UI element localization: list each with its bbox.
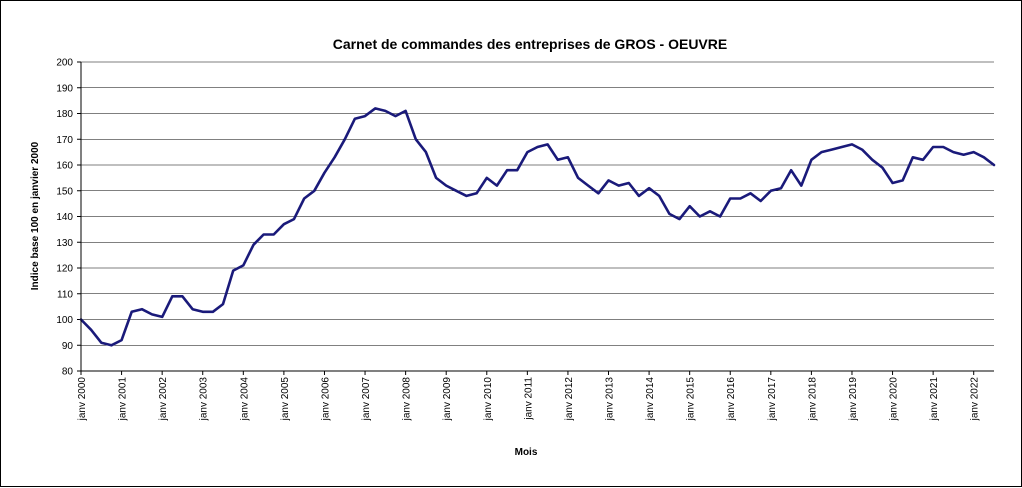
x-tick-label: janv 2000 bbox=[77, 377, 88, 422]
x-tick-label: janv 2017 bbox=[767, 377, 778, 422]
x-tick-label: janv 2018 bbox=[807, 377, 818, 422]
x-tick-label: janv 2005 bbox=[280, 377, 291, 422]
x-axis-ticks: janv 2000 janv 2001 janv 2002 janv 2003 janv… bbox=[77, 371, 981, 421]
x-tick-label: janv 2021 bbox=[929, 377, 940, 422]
x-tick-label: janv 2011 bbox=[523, 377, 534, 421]
x-tick-label: janv 2022 bbox=[970, 377, 981, 422]
x-tick-label: janv 2010 bbox=[483, 377, 494, 422]
x-tick-label: janv 2006 bbox=[320, 377, 331, 422]
y-tick-label: 80 bbox=[62, 367, 74, 378]
y-tick-label: 120 bbox=[56, 264, 73, 275]
x-tick-label: janv 2019 bbox=[848, 377, 859, 422]
series-layer bbox=[79, 107, 996, 347]
x-tick-label: janv 2014 bbox=[645, 377, 656, 422]
gridlines bbox=[81, 61, 994, 346]
y-tick-label: 200 bbox=[56, 58, 73, 69]
x-tick-label: janv 2016 bbox=[726, 377, 737, 422]
x-axis-title: Mois bbox=[515, 447, 538, 458]
y-tick-label: 110 bbox=[57, 289, 73, 300]
x-tick-label: janv 2012 bbox=[564, 377, 575, 422]
series-line-0 bbox=[79, 107, 996, 347]
x-tick-label: janv 2007 bbox=[361, 377, 372, 422]
chart-title: Carnet de commandes des entreprises de G… bbox=[333, 36, 727, 52]
x-tick-label: janv 2003 bbox=[199, 377, 210, 422]
x-tick-label: janv 2001 bbox=[118, 377, 129, 422]
x-tick-label: janv 2013 bbox=[605, 377, 616, 422]
y-tick-label: 140 bbox=[56, 212, 73, 223]
y-axis-ticks: 80 90 100 110 120 130 140 150 160 170 180 190 200 bbox=[56, 58, 81, 378]
y-tick-label: 180 bbox=[56, 109, 73, 120]
y-tick-label: 190 bbox=[56, 83, 73, 94]
x-tick-label: janv 2009 bbox=[442, 377, 453, 422]
x-tick-label: janv 2015 bbox=[686, 377, 697, 422]
y-tick-label: 90 bbox=[62, 341, 74, 352]
y-tick-label: 100 bbox=[56, 315, 73, 326]
y-axis-title: Indice base 100 en janvier 2000 bbox=[30, 141, 41, 290]
x-tick-label: janv 2004 bbox=[239, 377, 250, 422]
x-tick-label: janv 2008 bbox=[402, 377, 413, 422]
x-tick-label: janv 2020 bbox=[889, 377, 900, 422]
y-tick-label: 150 bbox=[56, 186, 73, 197]
x-tick-label: janv 2002 bbox=[158, 377, 169, 422]
y-tick-label: 170 bbox=[56, 135, 73, 146]
y-tick-label: 160 bbox=[56, 161, 73, 172]
y-tick-label: 130 bbox=[56, 238, 73, 249]
